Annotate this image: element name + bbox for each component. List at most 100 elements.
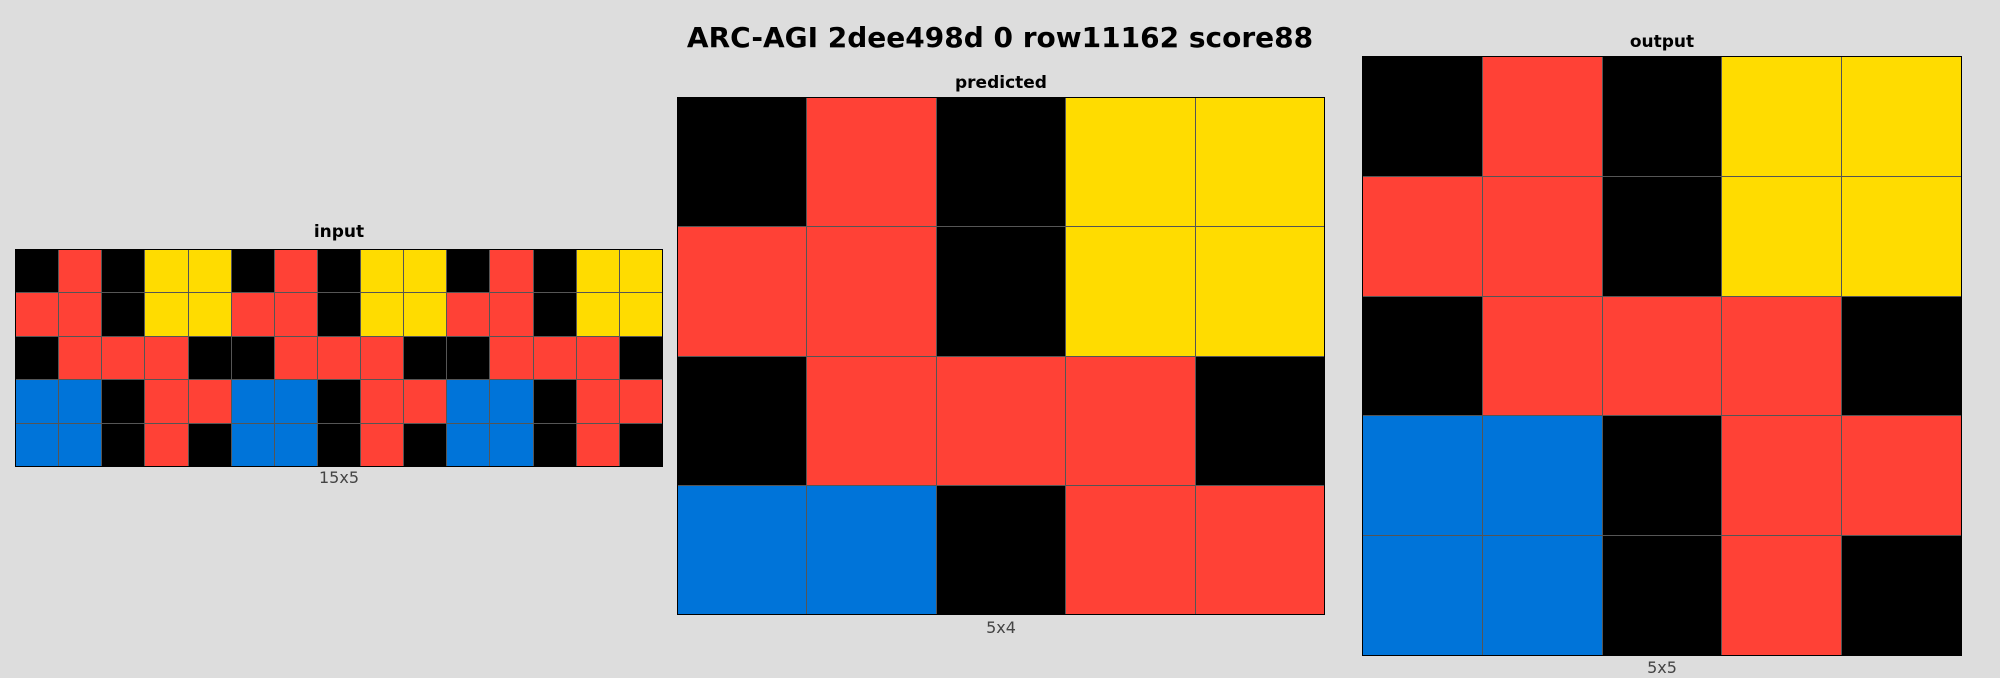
input-cell-r2-c5 <box>231 336 274 380</box>
input-cell-r2-c4 <box>188 336 231 380</box>
output-cell-r3-c0 <box>1363 416 1482 536</box>
input-cell-r2-c8 <box>361 336 404 380</box>
predicted-cell-r0-c0 <box>678 98 807 227</box>
input-grid <box>15 249 663 467</box>
predicted-cell-r0-c3 <box>1066 98 1195 227</box>
predicted-cell-r1-c2 <box>936 227 1066 356</box>
input-cell-r4-c1 <box>59 423 102 466</box>
predicted-cell-r3-c2 <box>936 485 1066 614</box>
output-cell-r4-c4 <box>1842 536 1961 655</box>
input-cell-r3-c14 <box>619 380 662 423</box>
output-cell-r2-c2 <box>1602 296 1722 416</box>
input-cell-r2-c6 <box>274 336 317 380</box>
input-cell-r0-c12 <box>533 250 576 293</box>
input-cell-r0-c8 <box>361 250 404 293</box>
input-cell-r1-c0 <box>16 293 59 336</box>
input-cell-r0-c11 <box>490 250 533 293</box>
input-cell-r4-c9 <box>404 423 447 466</box>
predicted-grid <box>677 97 1325 615</box>
input-cell-r1-c4 <box>188 293 231 336</box>
input-cell-r3-c0 <box>16 380 59 423</box>
input-cell-r1-c5 <box>231 293 274 336</box>
input-cell-r0-c13 <box>576 250 619 293</box>
input-cell-r1-c14 <box>619 293 662 336</box>
output-label: output <box>1629 32 1695 52</box>
page-title: ARC-AGI 2dee498d 0 row11162 score88 <box>686 21 1314 54</box>
output-cell-r1-c2 <box>1602 176 1722 296</box>
predicted-cell-r1-c3 <box>1066 227 1195 356</box>
input-cell-r0-c7 <box>317 250 361 293</box>
predicted-cell-r3-c4 <box>1195 485 1324 614</box>
output-cell-r0-c4 <box>1842 57 1961 176</box>
input-cell-r3-c9 <box>404 380 447 423</box>
input-cell-r0-c5 <box>231 250 274 293</box>
predicted-cell-r0-c1 <box>807 98 936 227</box>
input-cell-r1-c12 <box>533 293 576 336</box>
predicted-cell-r3-c3 <box>1066 485 1195 614</box>
input-cell-r4-c0 <box>16 423 59 466</box>
output-cell-r3-c1 <box>1482 416 1602 536</box>
output-cell-r1-c0 <box>1363 176 1482 296</box>
predicted-cell-r2-c1 <box>807 356 936 485</box>
output-size-label: 5x5 <box>1647 658 1677 677</box>
input-cell-r4-c13 <box>576 423 619 466</box>
input-cell-r3-c6 <box>274 380 317 423</box>
input-cell-r3-c2 <box>102 380 145 423</box>
predicted-cell-r2-c0 <box>678 356 807 485</box>
input-cell-r4-c10 <box>447 423 490 466</box>
input-cell-r1-c2 <box>102 293 145 336</box>
input-cell-r0-c3 <box>145 250 188 293</box>
output-panel: output 5x5 <box>1362 32 1962 677</box>
output-cell-r3-c4 <box>1842 416 1961 536</box>
output-cell-r2-c3 <box>1722 296 1842 416</box>
predicted-cell-r2-c3 <box>1066 356 1195 485</box>
predicted-cell-r2-c2 <box>936 356 1066 485</box>
input-cell-r2-c3 <box>145 336 188 380</box>
input-cell-r4-c8 <box>361 423 404 466</box>
predicted-size-label: 5x4 <box>986 618 1016 637</box>
input-cell-r2-c11 <box>490 336 533 380</box>
input-cell-r2-c0 <box>16 336 59 380</box>
input-cell-r4-c2 <box>102 423 145 466</box>
input-cell-r4-c12 <box>533 423 576 466</box>
input-cell-r2-c1 <box>59 336 102 380</box>
input-cell-r0-c14 <box>619 250 662 293</box>
output-cell-r0-c3 <box>1722 57 1842 176</box>
output-cell-r4-c1 <box>1482 536 1602 655</box>
output-cell-r1-c4 <box>1842 176 1961 296</box>
input-cell-r0-c2 <box>102 250 145 293</box>
output-cell-r0-c1 <box>1482 57 1602 176</box>
input-cell-r4-c4 <box>188 423 231 466</box>
input-cell-r2-c9 <box>404 336 447 380</box>
predicted-cell-r3-c0 <box>678 485 807 614</box>
predicted-cell-r0-c4 <box>1195 98 1324 227</box>
input-cell-r0-c9 <box>404 250 447 293</box>
output-cell-r1-c3 <box>1722 176 1842 296</box>
output-cell-r0-c0 <box>1363 57 1482 176</box>
input-cell-r3-c4 <box>188 380 231 423</box>
input-cell-r1-c1 <box>59 293 102 336</box>
input-cell-r3-c11 <box>490 380 533 423</box>
input-cell-r2-c13 <box>576 336 619 380</box>
input-cell-r1-c8 <box>361 293 404 336</box>
input-panel: input 15x5 <box>15 222 663 492</box>
input-cell-r3-c8 <box>361 380 404 423</box>
input-cell-r4-c11 <box>490 423 533 466</box>
predicted-cell-r1-c1 <box>807 227 936 356</box>
input-cell-r1-c13 <box>576 293 619 336</box>
input-cell-r2-c10 <box>447 336 490 380</box>
input-cell-r4-c6 <box>274 423 317 466</box>
input-cell-r4-c3 <box>145 423 188 466</box>
input-cell-r0-c10 <box>447 250 490 293</box>
output-cell-r3-c2 <box>1602 416 1722 536</box>
predicted-cell-r2-c4 <box>1195 356 1324 485</box>
output-cell-r0-c2 <box>1602 57 1722 176</box>
predicted-panel: predicted 5x4 <box>677 73 1325 643</box>
input-size-label: 15x5 <box>318 468 359 487</box>
output-cell-r4-c0 <box>1363 536 1482 655</box>
output-grid <box>1362 56 1962 656</box>
output-cell-r3-c3 <box>1722 416 1842 536</box>
input-cell-r4-c5 <box>231 423 274 466</box>
input-cell-r0-c4 <box>188 250 231 293</box>
output-cell-r2-c4 <box>1842 296 1961 416</box>
